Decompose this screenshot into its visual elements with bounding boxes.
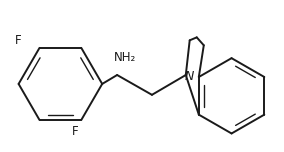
Text: F: F bbox=[15, 34, 22, 47]
Text: F: F bbox=[72, 125, 79, 138]
Text: NH₂: NH₂ bbox=[114, 51, 136, 64]
Text: N: N bbox=[185, 71, 195, 83]
